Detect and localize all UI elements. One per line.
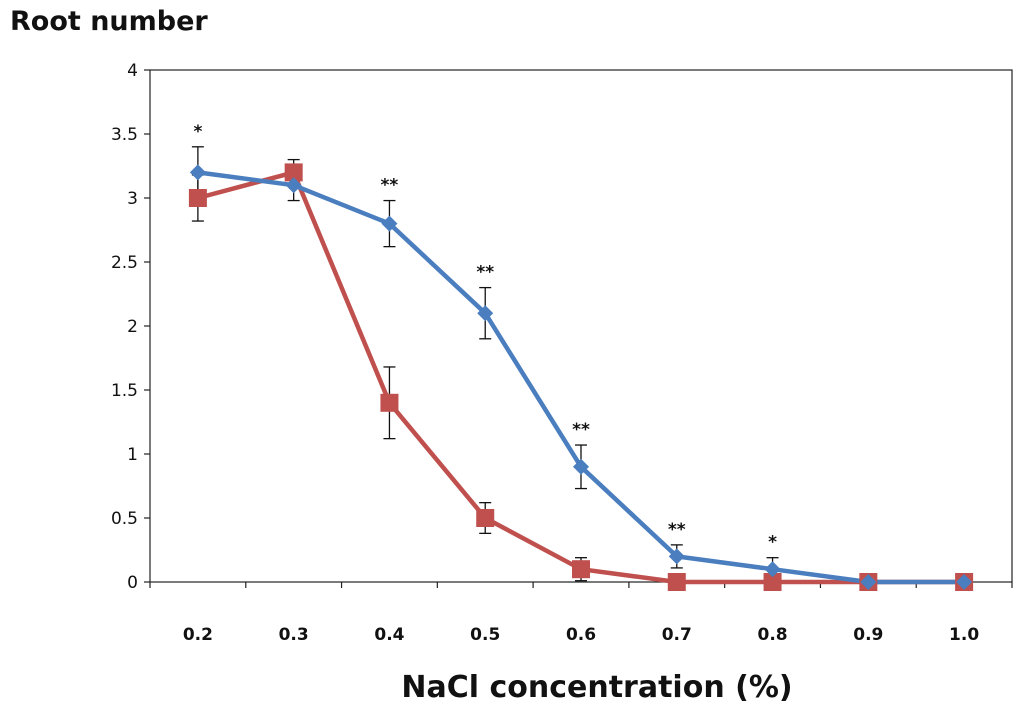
series-line-2 [197, 170, 965, 585]
data-point-diamond [381, 215, 398, 232]
y-tick-label: 1 [127, 445, 138, 465]
significance-label: ** [476, 263, 494, 283]
x-tick-label: 0.4 [374, 625, 404, 645]
data-point-diamond [477, 305, 494, 322]
significance-label: * [193, 122, 202, 142]
plot-frame [149, 69, 1013, 583]
data-point-diamond [285, 177, 302, 194]
data-point-diamond [956, 574, 973, 590]
y-tick-label: 4 [127, 61, 138, 81]
x-tick-label: 0.6 [566, 625, 596, 645]
y-tick-label: 2 [127, 317, 138, 337]
plot-area: ********** [188, 122, 974, 591]
chart-title: Root number [10, 6, 208, 37]
x-tick-label: 1.0 [949, 625, 979, 645]
x-tick-label: 0.3 [279, 625, 309, 645]
axes: 0 0.5 1 1.5 2 2.5 3 3.5 4 0.2 0.3 0.4 0.5 0.6 0.7 0.8 0.… [111, 61, 1013, 645]
data-point-square [380, 393, 399, 412]
y-tick-label: 1.5 [111, 381, 138, 401]
y-tick-label: 3 [127, 189, 138, 209]
significance-label: * [768, 533, 777, 553]
y-tick-label: 3.5 [111, 125, 138, 145]
data-point-square [763, 573, 782, 591]
x-tick-label: 0.8 [757, 625, 787, 645]
significance-label: ** [572, 420, 590, 440]
x-tick-label: 0.7 [662, 625, 692, 645]
y-tick-label: 0.5 [111, 509, 138, 529]
data-point-diamond [573, 458, 589, 475]
y-tick-label: 0 [127, 573, 138, 593]
y-tick-label: 2.5 [111, 253, 138, 273]
data-point-square [188, 189, 207, 207]
significance-label: ** [381, 176, 399, 196]
data-point-diamond [668, 548, 685, 565]
x-tick-label: 0.2 [183, 625, 213, 645]
data-point-square [667, 573, 686, 591]
x-axis-label: NaCl concentration (%) [401, 670, 792, 705]
x-tick-label: 0.9 [853, 625, 883, 645]
series-line-1 [197, 170, 965, 585]
data-point-square [476, 509, 495, 527]
x-tick-label: 0.5 [470, 625, 500, 645]
data-point-square [572, 560, 590, 579]
data-point-square [284, 163, 303, 182]
data-point-diamond [860, 574, 877, 590]
data-point-diamond [764, 561, 781, 578]
data-point-diamond [189, 164, 206, 181]
significance-label: ** [668, 520, 686, 540]
